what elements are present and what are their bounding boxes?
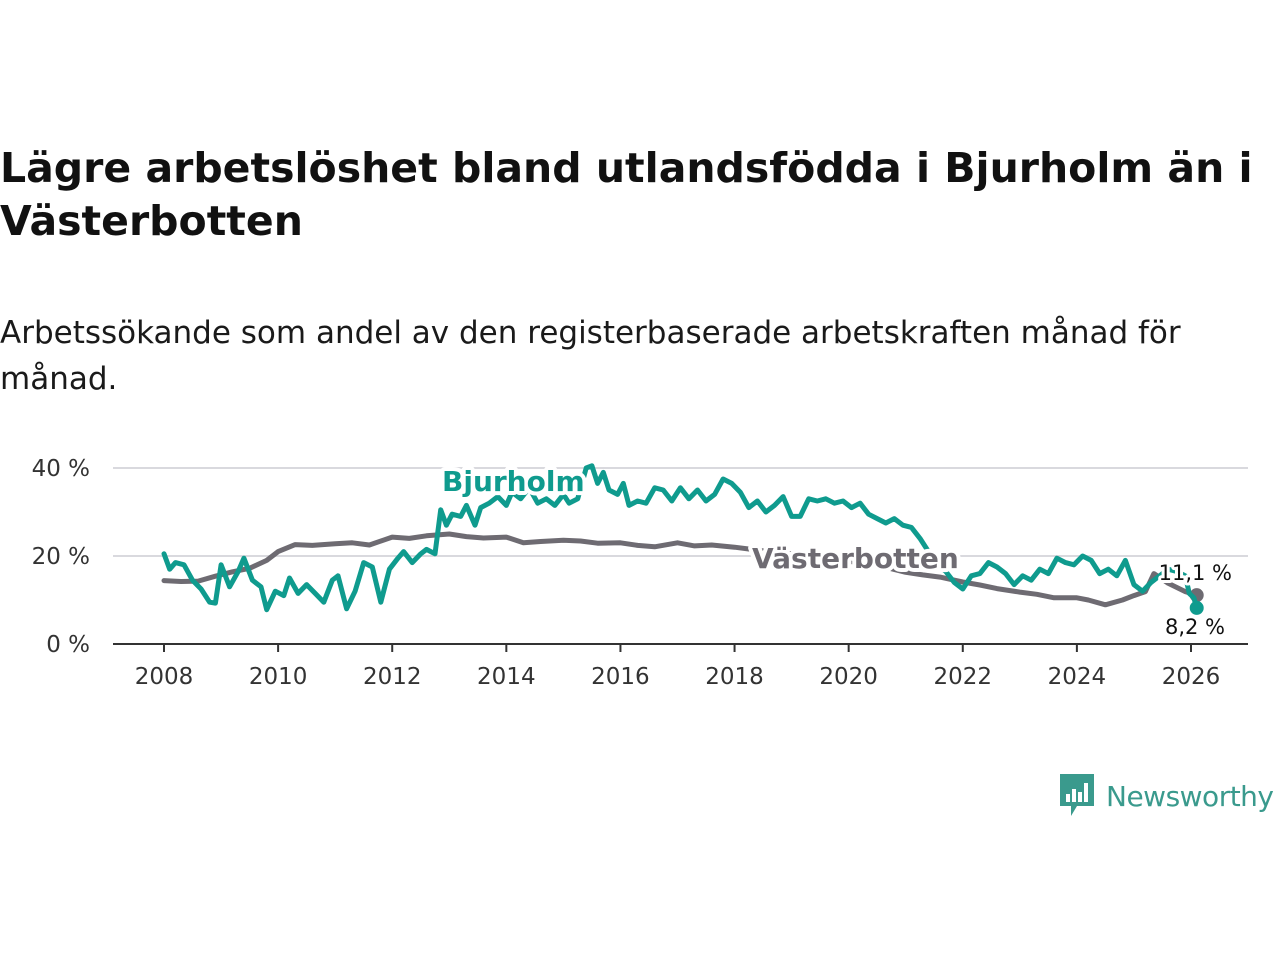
x-tick-label: 2016 bbox=[591, 664, 650, 690]
x-tick-label: 2026 bbox=[1162, 664, 1221, 690]
x-tick-label: 2014 bbox=[477, 664, 536, 690]
series-label-bjurholm: Bjurholm bbox=[442, 465, 585, 498]
end-value-bjurholm: 8,2 % bbox=[1165, 615, 1225, 639]
x-tick-label: 2018 bbox=[705, 664, 764, 690]
y-tick-label: 0 % bbox=[46, 632, 90, 658]
newsworthy-logo: Newsworthy bbox=[1060, 774, 1274, 818]
end-value-vasterbotten: 11,1 % bbox=[1159, 561, 1232, 585]
line-chart: 0 % 20 % 40 % 2008 2010 2012 2014 2016 2018 2020… bbox=[32, 456, 1248, 690]
end-point-bjurholm bbox=[1189, 600, 1204, 615]
chart-title: Lägre arbetslöshet bland utlandsfödda i … bbox=[0, 144, 1253, 245]
chart-labels: Västerbotten Bjurholm 11,1 % 8,2 % bbox=[438, 461, 1235, 642]
x-tick-label: 2012 bbox=[363, 664, 422, 690]
y-tick-label: 40 % bbox=[32, 456, 90, 482]
chart-subtitle: Arbetssökande som andel av den registerb… bbox=[0, 315, 1181, 397]
x-tick-label: 2008 bbox=[135, 664, 194, 690]
series-label-vasterbotten: Västerbotten bbox=[752, 542, 959, 575]
brand-name: Newsworthy bbox=[1106, 779, 1274, 813]
x-tick-label: 2020 bbox=[819, 664, 878, 690]
bar-chart-speech-bubble-icon bbox=[1060, 774, 1094, 816]
y-tick-label: 20 % bbox=[32, 544, 90, 570]
series-line-västerbotten bbox=[161, 531, 1200, 608]
x-tick-label: 2010 bbox=[249, 664, 308, 690]
grid-lines: 0 % 20 % 40 % bbox=[32, 456, 1248, 658]
x-axis: 2008 2010 2012 2014 2016 2018 2020 2022 2024 2026 bbox=[113, 643, 1248, 690]
x-tick-label: 2024 bbox=[1048, 664, 1107, 690]
series-lines bbox=[161, 463, 1204, 615]
x-tick-label: 2022 bbox=[934, 664, 993, 690]
series-line-bjurholm bbox=[161, 463, 1200, 613]
